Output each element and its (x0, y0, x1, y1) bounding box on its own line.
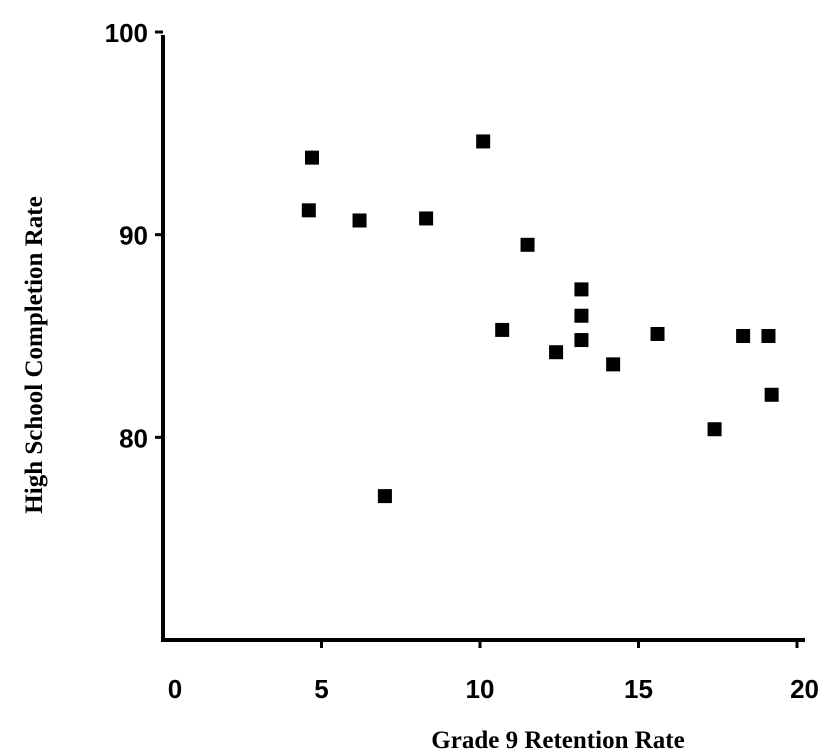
x-axis-title: Grade 9 Retention Rate (431, 727, 684, 754)
data-point (574, 282, 589, 297)
x-tick-label: 5 (314, 674, 328, 704)
data-point (304, 150, 319, 165)
data-point (476, 134, 491, 149)
data-point (650, 326, 665, 341)
data-point (761, 329, 776, 343)
data-point (606, 357, 621, 372)
y-tick-label: 90 (119, 221, 148, 251)
x-tick-label: 15 (624, 674, 653, 704)
y-axis-title: High School Completion Rate (21, 196, 48, 513)
data-points (301, 134, 779, 504)
data-point (574, 308, 589, 323)
y-tick-label: 100 (105, 18, 148, 48)
data-point (377, 489, 392, 504)
data-point (736, 329, 751, 343)
data-point (549, 345, 564, 360)
data-point (419, 211, 434, 226)
data-point (707, 422, 722, 437)
data-point (495, 322, 510, 337)
data-point (352, 213, 367, 228)
axes (161, 35, 805, 642)
data-point (301, 203, 316, 218)
data-point (520, 237, 535, 252)
x-tick-label: 0 (168, 674, 182, 704)
ticks (155, 30, 799, 648)
data-point (764, 387, 779, 402)
x-tick-label: 10 (466, 674, 495, 704)
tick-labels: 80 90 100 0 5 10 15 20 (105, 18, 819, 704)
y-tick-label: 80 (119, 423, 148, 453)
x-tick-label: 20 (790, 674, 819, 704)
data-point (574, 333, 589, 348)
